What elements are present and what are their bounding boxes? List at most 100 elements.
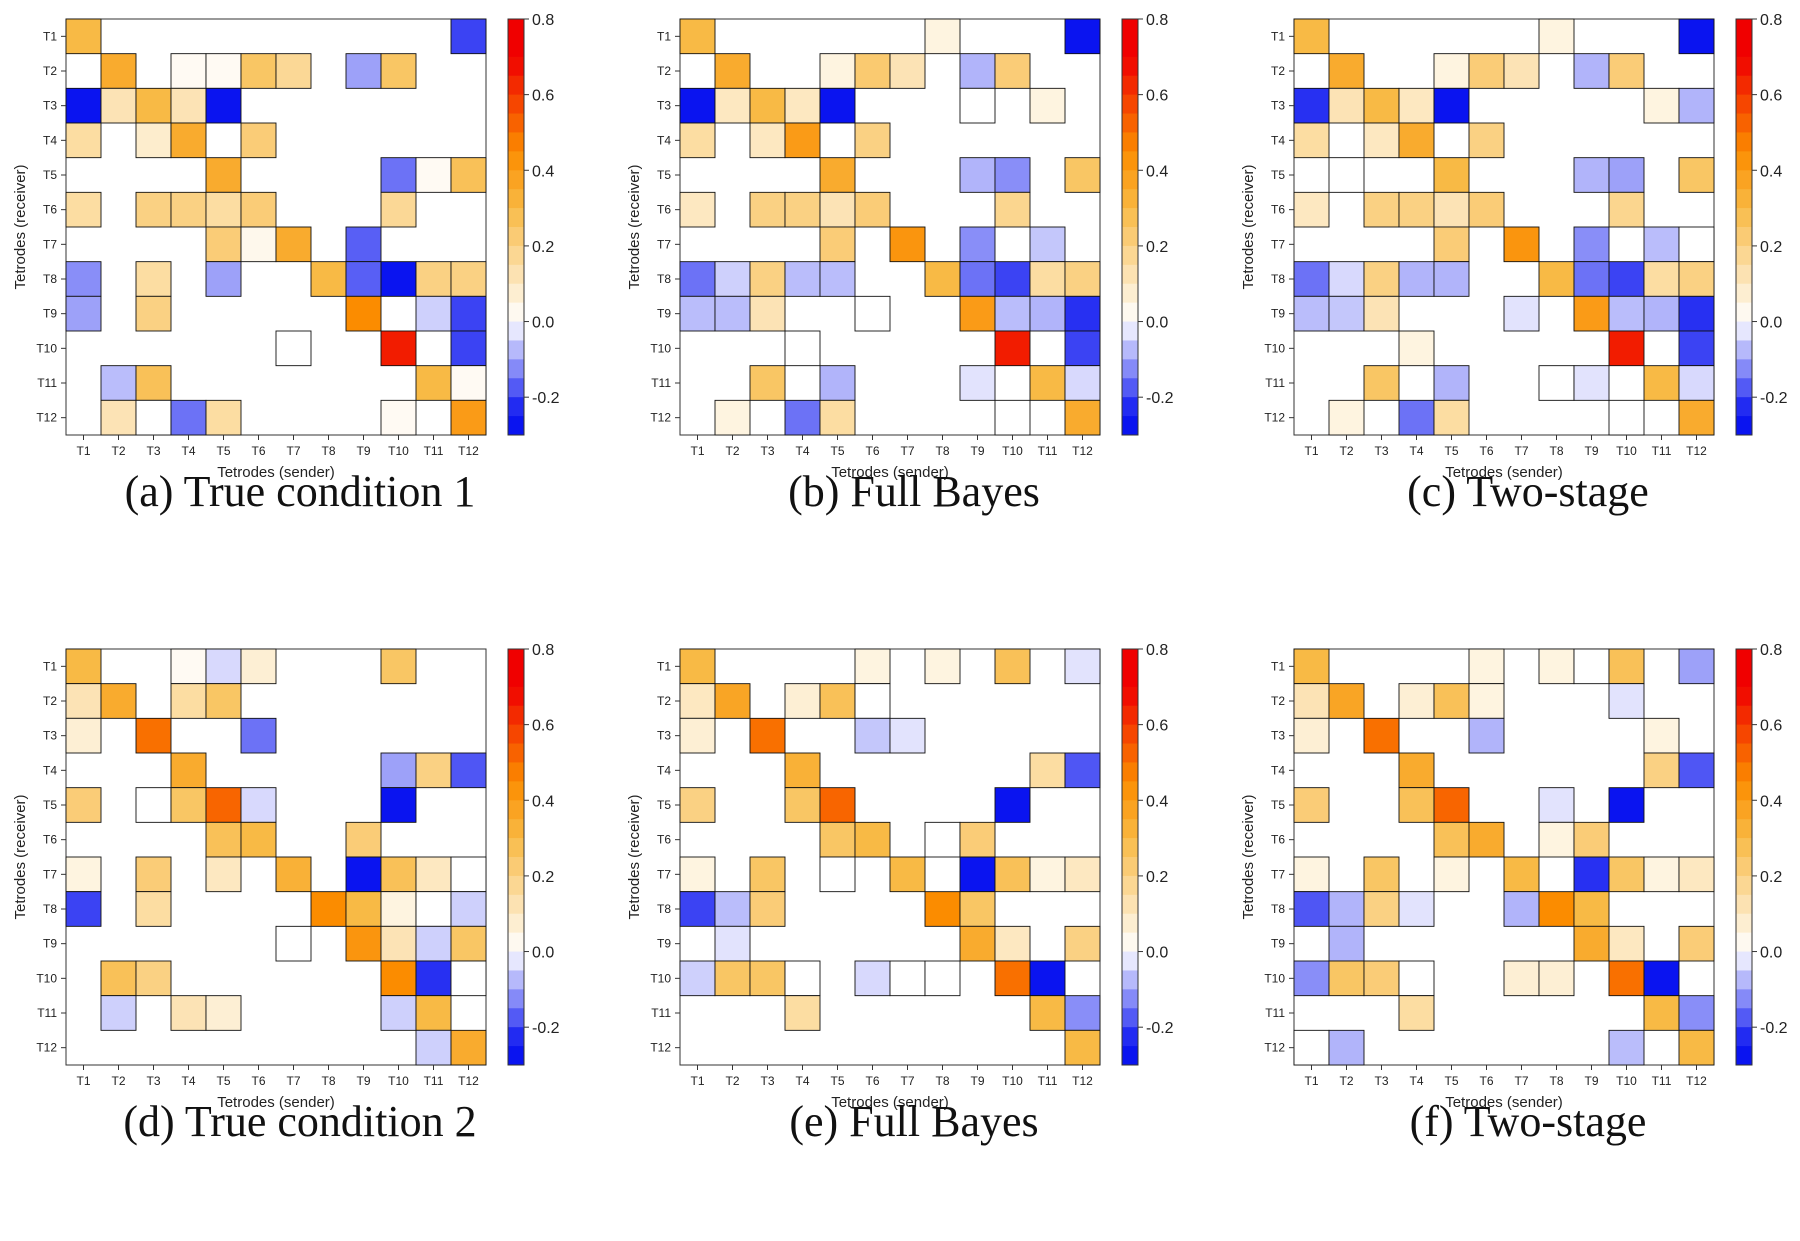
heatmap-cell-b-r11-c11 <box>1029 365 1066 401</box>
colorbar-step <box>1736 56 1752 77</box>
heatmap-cell-b-r8-c5 <box>819 261 856 297</box>
heatmap-cell-e-r4-c12 <box>1064 752 1101 789</box>
heatmap-cell-f-r3-c3 <box>1363 717 1400 754</box>
heatmap-cell-d-r8-c12 <box>450 891 487 927</box>
y-tick-label: T5 <box>1271 168 1285 182</box>
x-tick-label: T11 <box>1038 1074 1058 1088</box>
x-axis-label: Tetrodes (sender) <box>1445 464 1563 481</box>
x-tick-label: T7 <box>1514 1074 1528 1088</box>
heatmap-cell-c-r11-c12 <box>1678 365 1715 401</box>
colorbar-step <box>1122 705 1138 726</box>
heatmap-cell-b-r2-c5 <box>819 53 856 89</box>
heatmap-cell-d-r3-c6 <box>240 717 277 754</box>
y-tick-label: T9 <box>657 307 671 321</box>
y-tick-label: T12 <box>36 1041 57 1055</box>
colorbar-step <box>1122 743 1138 763</box>
heatmap-cell-e-r1-c10 <box>994 648 1031 685</box>
heatmap-cell-b-r7-c7 <box>889 226 926 263</box>
heatmap-cell-a-r12-c3 <box>135 399 172 436</box>
colorbar-step <box>1122 397 1138 417</box>
heatmap-cell-c-r8-c11 <box>1643 261 1680 297</box>
colorbar-step <box>1736 378 1752 398</box>
colorbar-step <box>508 245 524 266</box>
x-tick-label: T9 <box>356 1074 370 1088</box>
heatmap-cell-c-r2-c10 <box>1608 53 1645 89</box>
heatmap-cell-c-r3-c12 <box>1678 87 1715 124</box>
x-tick-label: T5 <box>830 444 844 458</box>
colorbar-step <box>508 1046 524 1066</box>
colorbar-step <box>1736 1027 1752 1047</box>
heatmap-cell-b-r10-c10 <box>994 330 1031 367</box>
heatmap-cell-f-r2-c10 <box>1608 683 1645 719</box>
heatmap-cell-c-r6-c3 <box>1363 191 1400 228</box>
heatmap-cell-a-r9-c11 <box>415 295 452 332</box>
colorbar-step <box>1736 302 1752 322</box>
x-tick-label: T8 <box>935 1074 949 1088</box>
colorbar-tick-label: 0.6 <box>1146 88 1168 105</box>
x-tick-label: T10 <box>388 1074 409 1088</box>
heatmap-cell-d-r8-c10 <box>380 891 417 927</box>
heatmap-cell-d-r9-c9 <box>345 925 382 962</box>
colorbar-step <box>1736 1046 1752 1066</box>
heatmap-cell-c-r5-c9 <box>1573 157 1610 193</box>
colorbar-step <box>508 340 524 360</box>
heatmap-cell-f-r10-c11 <box>1643 960 1680 997</box>
colorbar-step <box>1736 649 1752 669</box>
y-tick-label: T12 <box>1264 411 1285 425</box>
heatmap-cell-b-r6-c1 <box>679 191 716 228</box>
heatmap-cell-a-r10-c12 <box>450 330 487 367</box>
heatmap-cell-a-r11-c2 <box>100 365 137 401</box>
x-axis-label: Tetrodes (sender) <box>217 1094 335 1111</box>
colorbar-step <box>1122 667 1138 688</box>
heatmap-cell-c-r9-c10 <box>1608 295 1645 332</box>
heatmap-cell-d-r10-c12 <box>450 960 487 997</box>
heatmap-cell-d-r7-c1 <box>65 856 102 893</box>
heatmap-cell-d-r11-c2 <box>100 995 137 1031</box>
heatmap-cell-e-r7-c9 <box>959 856 996 893</box>
x-tick-label: T6 <box>251 1074 265 1088</box>
colorbar-step <box>1122 227 1138 247</box>
heatmap-cell-f-r5-c5 <box>1433 787 1470 823</box>
heatmap-cell-c-r7-c12 <box>1678 226 1715 263</box>
heatmap-cell-a-r5-c12 <box>450 157 487 193</box>
heatmap-cell-b-r12-c12 <box>1064 399 1101 436</box>
heatmap-cell-c-r12-c4 <box>1398 399 1435 436</box>
heatmap-cell-a-r3-c1 <box>65 87 102 124</box>
heatmap-cell-e-r10-c3 <box>749 960 786 997</box>
y-tick-label: T10 <box>36 971 57 985</box>
y-tick-label: T5 <box>43 798 57 812</box>
heatmap-cell-b-r6-c10 <box>994 191 1031 228</box>
heatmap-cell-d-r6-c9 <box>345 821 382 858</box>
heatmap-cell-e-r7-c3 <box>749 856 786 893</box>
heatmap-cell-c-r4-c6 <box>1468 122 1505 159</box>
heatmap-cell-a-r2-c6 <box>240 53 277 89</box>
caption-b: (b) Full Bayes <box>788 467 1040 516</box>
colorbar-step <box>508 800 524 820</box>
caption-e: (e) Full Bayes <box>789 1097 1039 1146</box>
heatmap-cell-e-r7-c1 <box>679 856 716 893</box>
heatmap-cell-d-r7-c3 <box>135 856 172 893</box>
heatmap-cell-f-r1-c12 <box>1678 648 1715 685</box>
colorbar-step <box>1736 113 1752 133</box>
colorbar-step <box>1736 819 1752 839</box>
heatmap-cell-f-r7-c5 <box>1433 856 1470 893</box>
y-tick-label: T9 <box>657 937 671 951</box>
colorbar-step <box>1736 264 1752 285</box>
heatmap-cell-a-r8-c9 <box>345 261 382 297</box>
colorbar-step <box>1122 37 1138 58</box>
heatmap-cell-f-r8-c8 <box>1538 891 1575 927</box>
heatmap-cell-a-r1-c1 <box>65 18 102 55</box>
heatmap-cell-b-r4-c1 <box>679 122 716 159</box>
heatmap-cell-b-r9-c1 <box>679 295 716 332</box>
y-tick-label: T4 <box>657 763 671 777</box>
heatmap-cell-b-r6-c5 <box>819 191 856 228</box>
heatmap-cell-b-r9-c11 <box>1029 295 1066 332</box>
heatmap-cell-f-r3-c6 <box>1468 717 1505 754</box>
y-tick-label: T9 <box>1271 937 1285 951</box>
colorbar-step <box>1736 245 1752 266</box>
heatmap-cell-a-r8-c1 <box>65 261 102 297</box>
heatmap-cell-c-r11-c5 <box>1433 365 1470 401</box>
heatmap-cell-c-r6-c4 <box>1398 191 1435 228</box>
heatmap-cell-f-r9-c12 <box>1678 925 1715 962</box>
heatmap-cell-f-r3-c1 <box>1293 717 1330 754</box>
